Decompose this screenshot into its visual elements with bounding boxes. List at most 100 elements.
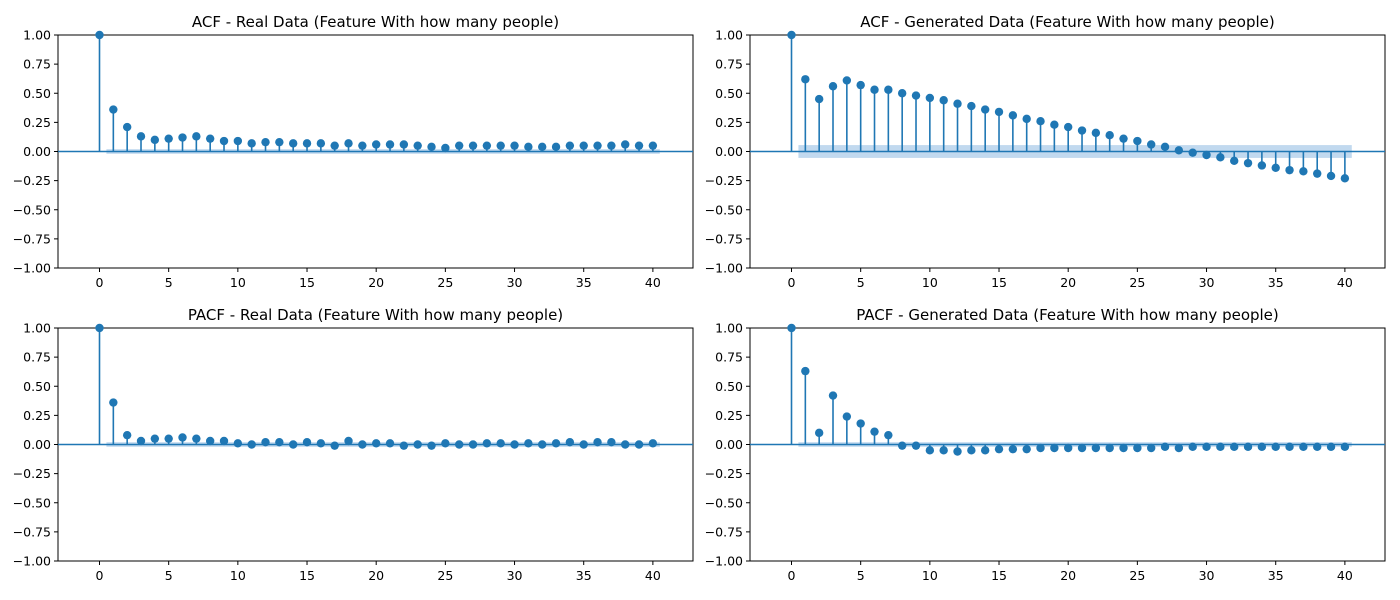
acf-real-point bbox=[399, 140, 409, 149]
pacf-generated-point bbox=[870, 427, 879, 436]
acf-real-xtick-label: 30 bbox=[507, 275, 523, 290]
acf-generated-ytick-label: 0.25 bbox=[715, 115, 743, 130]
pacf-real-xtick-label: 25 bbox=[437, 568, 453, 583]
acf-generated-point bbox=[1326, 171, 1336, 181]
pacf-real-point bbox=[454, 440, 464, 449]
pacf-generated-ytick-label: 1.00 bbox=[715, 321, 743, 336]
acf-generated-point bbox=[1230, 156, 1239, 166]
pacf-real-xtick-label: 20 bbox=[368, 568, 384, 583]
pacf-real-ytick-label: −0.25 bbox=[13, 466, 51, 481]
pacf-generated-point bbox=[1188, 442, 1197, 452]
pacf-real-point bbox=[538, 440, 547, 449]
acf-real-point bbox=[95, 30, 104, 40]
acf-generated-point bbox=[1022, 114, 1031, 124]
acf-generated-point bbox=[1036, 117, 1045, 126]
pacf-generated-ytick-label: 0.25 bbox=[715, 408, 743, 423]
acf-generated-point bbox=[842, 76, 852, 85]
acf-real-xtick-label: 15 bbox=[299, 275, 315, 290]
pacf-real-point bbox=[607, 437, 616, 447]
pacf-real-ytick-label: 0.25 bbox=[23, 408, 51, 423]
pacf-real-point bbox=[399, 441, 409, 450]
pacf-generated-xtick-label: 5 bbox=[857, 568, 865, 583]
acf-generated-point bbox=[1160, 142, 1170, 152]
pacf-generated-point bbox=[1133, 443, 1142, 453]
acf-generated-point bbox=[1063, 122, 1073, 132]
pacf-generated-point bbox=[1271, 442, 1280, 452]
pacf-real-point bbox=[261, 437, 270, 447]
pacf-real-ytick-label: 0.00 bbox=[23, 437, 51, 452]
pacf-generated-xtick-label: 10 bbox=[922, 568, 938, 583]
acf-real-xtick-label: 25 bbox=[437, 275, 453, 290]
acf-generated-point bbox=[801, 75, 810, 84]
pacf-real-point bbox=[275, 437, 284, 447]
pacf-real-xtick-label: 35 bbox=[576, 568, 592, 583]
acf-real-point bbox=[275, 137, 284, 147]
pacf-generated-point bbox=[1313, 442, 1322, 452]
pacf-real-point bbox=[621, 440, 630, 449]
acf-generated-xtick-label: 20 bbox=[1060, 275, 1076, 290]
acf-real-point bbox=[344, 139, 353, 148]
pacf-real-point bbox=[496, 439, 505, 448]
pacf-real-ytick-label: 0.75 bbox=[23, 350, 51, 365]
acf-real-xtick-label: 35 bbox=[576, 275, 592, 290]
acf-real-ytick-label: −0.75 bbox=[13, 231, 51, 246]
pacf-generated-point bbox=[1050, 443, 1059, 453]
pacf-generated-point bbox=[897, 441, 907, 450]
acf-generated-point bbox=[814, 94, 824, 104]
acf-real-point bbox=[192, 132, 201, 141]
acf-real-point bbox=[109, 105, 118, 114]
acf-generated-point bbox=[1243, 158, 1253, 168]
pacf-generated-point bbox=[967, 446, 976, 455]
acf-generated-point bbox=[1091, 128, 1101, 138]
acf-real-point bbox=[136, 132, 146, 141]
pacf-generated-point bbox=[1257, 442, 1267, 452]
pacf-generated-ytick-label: 0.00 bbox=[715, 437, 743, 452]
acf-generated-point bbox=[1313, 169, 1322, 178]
pacf-real-point bbox=[565, 437, 575, 447]
acf-real-point bbox=[524, 142, 533, 152]
acf-generated-point bbox=[953, 99, 962, 108]
pacf-real-point bbox=[150, 434, 160, 443]
acf-real-point bbox=[441, 143, 450, 153]
pacf-generated-xtick-label: 15 bbox=[991, 568, 1007, 583]
pacf-real-point bbox=[593, 437, 602, 447]
acf-generated-point bbox=[994, 107, 1004, 117]
acf-real-point bbox=[648, 141, 658, 150]
acf-generated-ytick-label: −0.75 bbox=[705, 231, 743, 246]
acf-generated-point bbox=[1202, 150, 1211, 160]
pacf-generated-point bbox=[1243, 442, 1253, 452]
pacf-generated-point bbox=[842, 412, 852, 421]
acf-real-point bbox=[178, 133, 187, 142]
acf-real-point bbox=[496, 141, 505, 150]
acf-real-point bbox=[634, 141, 644, 150]
pacf-generated-point bbox=[1008, 444, 1018, 454]
acf-real-ytick-label: 0.00 bbox=[23, 144, 51, 159]
acf-generated-ytick-label: −1.00 bbox=[705, 261, 743, 276]
pacf-real-point bbox=[441, 439, 450, 448]
pacf-real-point bbox=[302, 437, 312, 447]
pacf-real-ytick-label: 0.50 bbox=[23, 379, 51, 394]
acf-generated-point bbox=[939, 96, 948, 105]
acf-generated-point bbox=[1008, 111, 1018, 120]
pacf-real-title: PACF - Real Data (Feature With how many … bbox=[188, 306, 563, 324]
pacf-real-ytick-label: −1.00 bbox=[13, 554, 51, 569]
acf-real-point bbox=[219, 136, 229, 146]
pacf-real-point bbox=[109, 398, 118, 407]
acf-real-point bbox=[358, 141, 367, 150]
acf-real-ytick-label: −0.25 bbox=[13, 173, 51, 188]
pacf-generated-point bbox=[1146, 443, 1156, 453]
pacf-real-point bbox=[122, 430, 132, 440]
acf-generated-xtick-label: 0 bbox=[788, 275, 796, 290]
acf-generated-ytick-label: 0.75 bbox=[715, 57, 743, 72]
acf-generated-point bbox=[1188, 148, 1197, 157]
pacf-generated-point bbox=[1326, 442, 1336, 452]
acf-generated-point bbox=[1105, 130, 1114, 140]
acf-real-point bbox=[510, 141, 519, 150]
acf-generated-ytick-label: −0.25 bbox=[705, 173, 743, 188]
acf-generated-point bbox=[1077, 126, 1087, 135]
pacf-real-ytick-label: −0.50 bbox=[13, 495, 51, 510]
pacf-generated-point bbox=[828, 391, 838, 400]
pacf-real-point bbox=[95, 323, 104, 333]
pacf-real-point bbox=[482, 439, 492, 448]
pacf-generated-point bbox=[953, 447, 962, 456]
